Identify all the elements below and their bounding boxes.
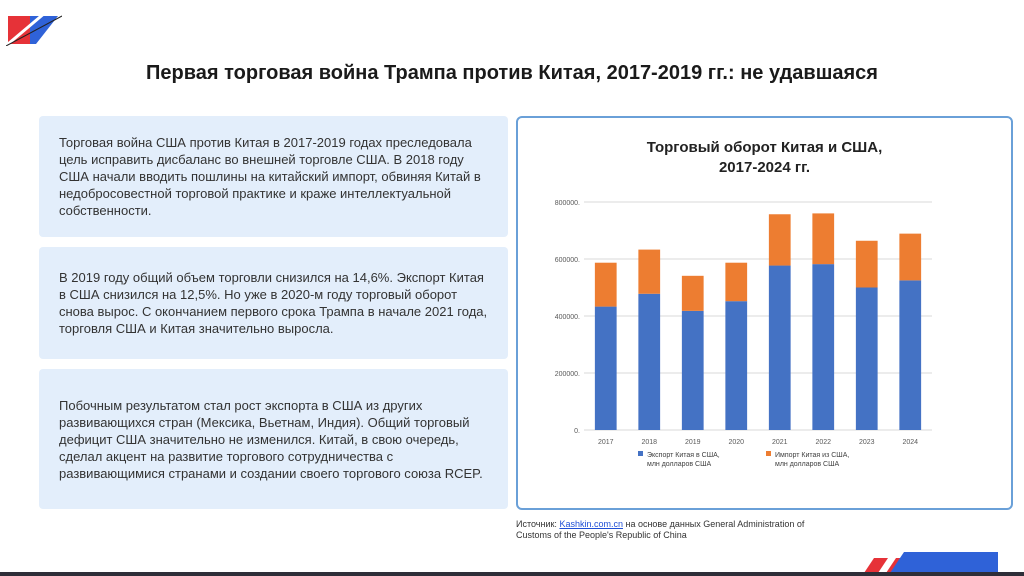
text-box-1: Торговая война США против Китая в 2017-2… bbox=[39, 116, 508, 237]
export-bar bbox=[681, 310, 704, 430]
export-bar bbox=[594, 306, 617, 430]
bottom-bar bbox=[0, 572, 1024, 576]
page-title: Первая торговая война Трампа против Кита… bbox=[146, 62, 878, 84]
import-bar bbox=[855, 240, 878, 288]
legend-export-label: Экспорт Китая в США, млн долларов США bbox=[647, 452, 720, 468]
y-tick-label: 200000. bbox=[555, 371, 580, 378]
import-bar bbox=[812, 213, 835, 265]
brand-logo-icon bbox=[6, 12, 62, 46]
export-bar bbox=[768, 265, 791, 430]
source-link[interactable]: Kashkin.com.cn bbox=[559, 519, 623, 529]
export-bar bbox=[855, 287, 878, 430]
x-tick-label: 2018 bbox=[641, 439, 657, 446]
x-tick-label: 2024 bbox=[902, 439, 918, 446]
export-bar bbox=[725, 301, 748, 430]
y-tick-label: 400000. bbox=[555, 314, 580, 321]
source-prefix: Источник: bbox=[516, 519, 560, 529]
import-bar bbox=[594, 262, 617, 307]
export-bar bbox=[812, 264, 835, 430]
legend-import-swatch bbox=[766, 451, 771, 456]
export-bar bbox=[638, 293, 661, 430]
import-bar bbox=[768, 214, 791, 266]
x-tick-label: 2017 bbox=[598, 439, 614, 446]
x-tick-label: 2022 bbox=[815, 439, 831, 446]
paragraph-3: Побочным результатом стал рост экспорта … bbox=[59, 397, 483, 481]
chart-title: Торговый оборот Китая и США, 2017-2024 гг… bbox=[646, 139, 883, 176]
source-note: Источник: Kashkin.com.cn на основе данны… bbox=[516, 519, 816, 541]
x-tick-label: 2020 bbox=[728, 439, 744, 446]
export-bar bbox=[899, 280, 922, 430]
paragraph-1: Торговая война США против Китая в 2017-2… bbox=[59, 135, 481, 218]
corner-stripes-icon bbox=[862, 552, 998, 576]
source-suffix: на основе данных General Administration … bbox=[516, 519, 805, 540]
x-tick-label: 2021 bbox=[772, 439, 788, 446]
y-tick-label: 600000. bbox=[555, 257, 580, 264]
x-tick-label: 2023 bbox=[859, 439, 875, 446]
legend-export-swatch bbox=[638, 451, 643, 456]
legend-import-label: Импорт Китая из США, млн долларов США bbox=[775, 452, 849, 468]
text-box-3: Побочным результатом стал рост экспорта … bbox=[39, 369, 508, 509]
import-bar bbox=[638, 249, 661, 294]
trade-chart: 0. 200000. 400000. 600000. 800000. 2017 2018 20… bbox=[555, 200, 932, 468]
text-box-2: В 2019 году общий объем торговли снизилс… bbox=[39, 247, 508, 359]
x-tick-label: 2019 bbox=[685, 439, 701, 446]
import-bar bbox=[899, 233, 922, 281]
chart-card: Торговый оборот Китая и США, 2017-2024 гг… bbox=[516, 116, 1013, 510]
y-tick-label: 800000. bbox=[555, 200, 580, 207]
import-bar bbox=[725, 262, 748, 302]
import-bar bbox=[681, 275, 704, 311]
y-tick-label: 0. bbox=[574, 428, 580, 435]
paragraph-2: В 2019 году общий объем торговли снизилс… bbox=[59, 270, 488, 336]
